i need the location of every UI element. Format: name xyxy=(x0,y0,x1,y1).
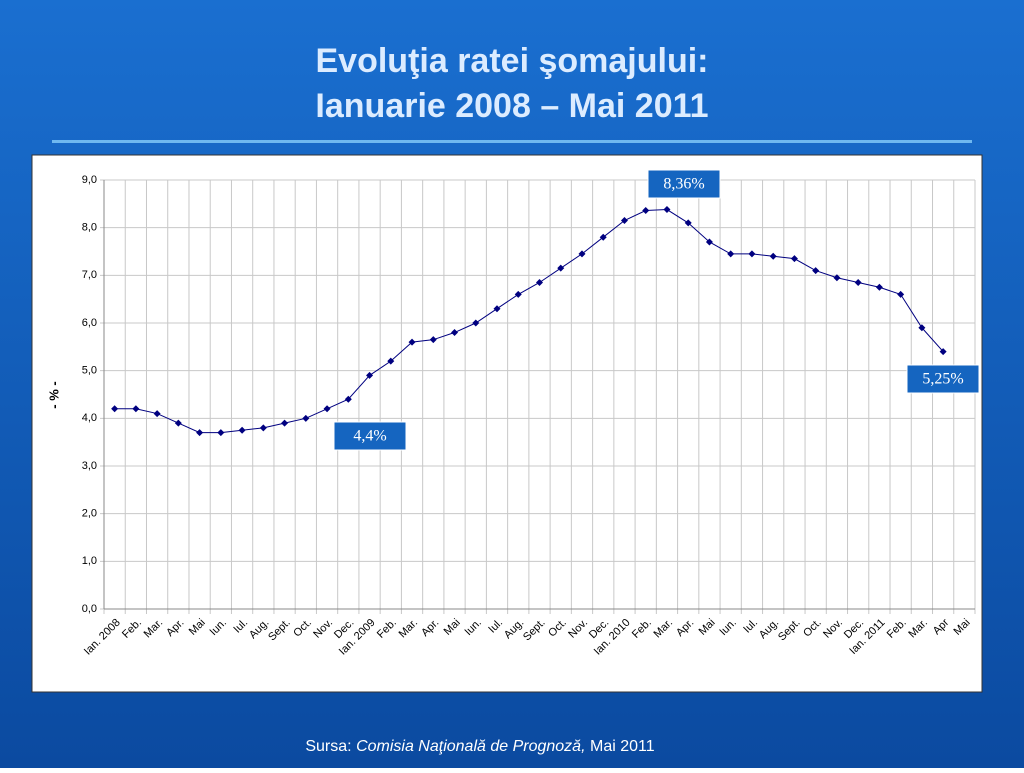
data-point xyxy=(472,319,480,327)
data-point xyxy=(323,405,331,413)
data-point xyxy=(451,329,459,337)
callout-text: 8,36% xyxy=(663,176,704,193)
y-axis-label: - % - xyxy=(46,381,61,408)
data-point xyxy=(408,338,416,346)
data-point xyxy=(939,348,947,356)
data-point xyxy=(217,429,225,437)
source-prefix: Sursa: xyxy=(305,738,351,755)
y-tick-label: 2,0 xyxy=(82,508,97,520)
title: Ianuarie 2008 – Mai 2011 xyxy=(315,87,708,125)
data-point xyxy=(769,252,777,260)
data-point xyxy=(366,371,374,379)
data-point xyxy=(790,255,798,263)
callout-box xyxy=(647,169,721,199)
source-name: Comisia Naţională de Prognoză, xyxy=(356,738,585,755)
data-point xyxy=(748,250,756,258)
source: Sursa: Comisia Naţională de Prognoză, Ma… xyxy=(305,738,654,755)
data-point xyxy=(705,238,713,246)
data-point xyxy=(536,278,543,286)
plot-area xyxy=(104,180,975,609)
data-point xyxy=(833,274,841,282)
data-point xyxy=(174,419,182,427)
callout-text: 4,4% xyxy=(353,428,386,445)
data-point xyxy=(578,250,586,258)
data-point xyxy=(111,405,119,413)
data-point xyxy=(514,290,522,298)
y-tick-label: 7,0 xyxy=(82,269,97,281)
data-point xyxy=(642,207,650,215)
data-point xyxy=(429,336,437,344)
y-tick-label: 1,0 xyxy=(82,555,97,567)
data-point xyxy=(387,357,395,365)
data-point xyxy=(599,233,607,241)
data-point xyxy=(344,395,352,403)
data-point xyxy=(259,424,267,432)
data-point xyxy=(132,405,140,413)
data-point xyxy=(281,419,289,427)
y-tick-label: 3,0 xyxy=(82,460,97,472)
data-point xyxy=(684,219,692,227)
y-tick-label: 5,0 xyxy=(82,365,97,377)
title: Evoluţia ratei şomajului: xyxy=(316,42,709,80)
y-tick-label: 8,0 xyxy=(82,222,97,234)
data-line xyxy=(114,209,944,434)
source-date: Mai 2011 xyxy=(590,738,655,755)
callout-box xyxy=(906,364,980,394)
y-tick-label: 9,0 xyxy=(82,174,97,186)
callout-text: 5,25% xyxy=(922,371,963,388)
y-tick-label: 0,0 xyxy=(82,603,97,615)
data-point xyxy=(812,267,820,275)
data-point xyxy=(918,324,926,332)
data-point xyxy=(557,264,565,272)
callout-box xyxy=(333,421,407,451)
data-point xyxy=(854,278,862,286)
data-point xyxy=(493,305,501,313)
data-point xyxy=(302,414,310,422)
y-tick-label: 4,0 xyxy=(82,412,97,424)
data-point xyxy=(875,283,883,291)
data-point xyxy=(663,206,671,214)
data-point xyxy=(897,290,905,298)
data-point xyxy=(727,250,735,258)
data-point xyxy=(196,429,204,437)
data-point xyxy=(153,410,161,418)
data-point xyxy=(620,217,628,225)
y-tick-label: 6,0 xyxy=(82,317,97,329)
title-rule xyxy=(52,140,972,143)
data-point xyxy=(238,426,246,434)
